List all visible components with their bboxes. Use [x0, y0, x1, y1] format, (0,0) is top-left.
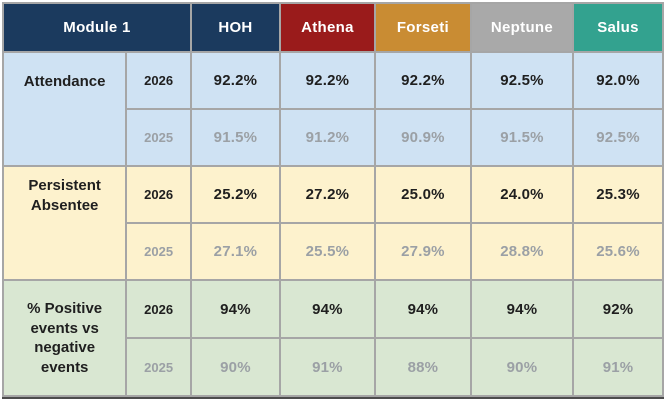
value-cell: 90% [189, 337, 281, 397]
value-cell: 92.5% [572, 108, 664, 167]
value-cell: 91.5% [469, 108, 575, 167]
value-cell: 25.2% [189, 165, 281, 224]
value-cell: 92.0% [572, 51, 664, 110]
metric-label-persistent-absentee: Persistent Absentee [1, 165, 128, 281]
value-cell: 92% [572, 279, 664, 339]
column-header-forseti: Forseti [373, 2, 472, 53]
positive-events-row-2025: 2025 90% 91% 88% 90% 91% [3, 337, 664, 397]
column-header-athena: Athena [278, 2, 376, 53]
module-stats-table: Module 1 HOH Athena Forseti Neptune Salu… [1, 2, 664, 397]
value-cell: 28.8% [469, 222, 575, 281]
year-label: 2025 [125, 108, 192, 167]
value-cell: 25.3% [572, 165, 664, 224]
year-label: 2026 [125, 279, 192, 339]
column-header-neptune: Neptune [469, 2, 575, 53]
value-cell: 92.2% [278, 51, 376, 110]
attendance-row-2026: Attendance 2026 92.2% 92.2% 92.2% 92.5% … [1, 51, 664, 167]
value-cell: 88% [373, 337, 472, 397]
year-label: 2026 [125, 51, 192, 110]
positive-events-row-2026: % Positive events vs negative events 202… [1, 279, 664, 397]
metric-label-attendance: Attendance [1, 51, 128, 167]
value-cell: 25.0% [373, 165, 472, 224]
value-cell: 91% [278, 337, 376, 397]
metric-label-positive-events: % Positive events vs negative events [1, 279, 128, 397]
value-cell: 92.2% [189, 51, 281, 110]
value-cell: 24.0% [469, 165, 575, 224]
value-cell: 91.5% [189, 108, 281, 167]
value-cell: 27.9% [373, 222, 472, 281]
value-cell: 91% [572, 337, 664, 397]
value-cell: 94% [278, 279, 376, 339]
header-row: Module 1 HOH Athena Forseti Neptune Salu… [2, 2, 664, 53]
column-header-salus: Salus [572, 2, 664, 53]
value-cell: 90.9% [373, 108, 472, 167]
column-header-hoh: HOH [189, 2, 281, 53]
persistent-absentee-row-2025: 2025 27.1% 25.5% 27.9% 28.8% 25.6% [3, 222, 664, 281]
value-cell: 25.6% [572, 222, 664, 281]
value-cell: 92.5% [469, 51, 575, 110]
value-cell: 92.2% [373, 51, 472, 110]
year-label: 2025 [125, 222, 192, 281]
value-cell: 91.2% [278, 108, 376, 167]
value-cell: 94% [189, 279, 281, 339]
year-label: 2025 [125, 337, 192, 397]
year-label: 2026 [125, 165, 192, 224]
value-cell: 90% [469, 337, 575, 397]
value-cell: 27.2% [278, 165, 376, 224]
value-cell: 94% [373, 279, 472, 339]
table-title: Module 1 [2, 2, 192, 53]
value-cell: 25.5% [278, 222, 376, 281]
attendance-row-2025: 2025 91.5% 91.2% 90.9% 91.5% 92.5% [3, 108, 664, 167]
persistent-absentee-row-2026: Persistent Absentee 2026 25.2% 27.2% 25.… [1, 165, 664, 281]
value-cell: 94% [469, 279, 575, 339]
module-stats-table-container: Module 1 HOH Athena Forseti Neptune Salu… [1, 2, 664, 397]
value-cell: 27.1% [189, 222, 281, 281]
